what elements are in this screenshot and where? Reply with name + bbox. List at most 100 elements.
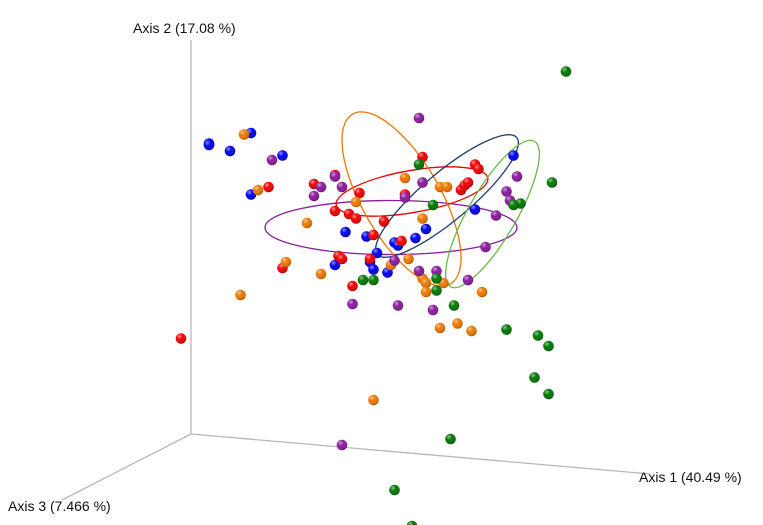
- data-point: [238, 129, 250, 140]
- data-point-highlight: [543, 388, 554, 400]
- data-point: [417, 177, 428, 188]
- data-point-highlight: [434, 322, 446, 334]
- data-point-highlight: [490, 210, 502, 221]
- confidence-ellipse: [444, 139, 541, 289]
- data-point-highlight: [224, 145, 236, 157]
- data-point-highlight: [441, 181, 453, 193]
- data-point: [392, 300, 404, 311]
- data-point: [336, 253, 348, 265]
- data-point: [329, 205, 341, 217]
- data-point-highlight: [546, 177, 558, 188]
- data-point-highlight: [420, 223, 432, 235]
- data-point: [508, 199, 519, 211]
- data-point: [368, 264, 379, 275]
- data-point-highlight: [350, 196, 362, 208]
- data-point-highlight: [413, 159, 425, 170]
- data-point: [431, 265, 442, 277]
- data-point-highlight: [392, 300, 404, 311]
- data-point: [347, 280, 358, 292]
- data-point-highlight: [336, 181, 348, 193]
- data-point: [357, 274, 369, 286]
- data-point: [473, 163, 484, 175]
- data-point-highlight: [473, 163, 484, 175]
- data-point: [347, 298, 358, 310]
- data-point-highlight: [315, 268, 327, 280]
- data-point-highlight: [529, 372, 540, 383]
- data-point-highlight: [420, 286, 432, 298]
- data-point: [399, 192, 411, 203]
- data-point-highlight: [175, 333, 187, 344]
- data-point: [543, 388, 554, 400]
- data-point-highlight: [480, 241, 491, 253]
- data-point: [420, 286, 432, 298]
- data-point: [224, 145, 236, 157]
- data-point-highlight: [263, 181, 274, 193]
- data-point-highlight: [511, 171, 523, 182]
- data-point: [315, 268, 327, 280]
- data-point-highlight: [378, 216, 390, 227]
- data-point-highlight: [452, 318, 463, 329]
- data-point: [532, 330, 544, 341]
- data-point: [462, 177, 474, 188]
- data-point-highlight: [364, 253, 376, 265]
- data-point-highlight: [448, 300, 460, 311]
- data-point: [469, 204, 481, 215]
- data-point-highlight: [329, 259, 341, 271]
- data-point: [427, 304, 439, 316]
- data-point: [448, 300, 460, 311]
- data-point-highlight: [336, 439, 348, 451]
- data-point: [263, 181, 274, 193]
- data-point-highlight: [427, 304, 439, 316]
- data-point: [378, 216, 390, 227]
- data-point: [403, 253, 414, 265]
- data-point: [445, 433, 456, 445]
- data-point: [413, 159, 425, 170]
- data-point: [480, 241, 491, 253]
- data-point: [280, 256, 292, 268]
- data-point-highlight: [340, 226, 351, 238]
- data-point: [501, 324, 512, 335]
- data-point-highlight: [476, 286, 488, 298]
- data-point-highlight: [350, 213, 362, 224]
- data-point-highlight: [396, 235, 407, 247]
- data-point-highlight: [508, 199, 519, 211]
- data-point-highlight: [543, 340, 554, 352]
- data-point-highlight: [501, 324, 512, 335]
- data-point-highlight: [368, 274, 379, 286]
- data-point-highlight: [403, 253, 414, 265]
- data-point: [476, 286, 488, 298]
- data-point: [417, 213, 428, 224]
- data-point: [389, 255, 400, 266]
- data-point: [371, 247, 383, 259]
- data-point: [560, 66, 572, 77]
- data-point-highlight: [357, 274, 369, 286]
- data-point: [543, 340, 554, 352]
- data-point-highlight: [368, 264, 379, 275]
- data-point: [508, 150, 519, 161]
- data-point-highlight: [347, 280, 358, 292]
- data-point: [336, 439, 348, 451]
- data-point-highlight: [280, 256, 292, 268]
- data-point-highlight: [413, 265, 425, 277]
- data-point: [420, 277, 432, 289]
- data-point: [329, 259, 341, 271]
- data-point-highlight: [301, 217, 313, 229]
- data-point-highlight: [466, 325, 477, 337]
- data-point-highlight: [336, 253, 348, 265]
- data-point: [529, 372, 540, 383]
- data-point: [511, 171, 523, 182]
- data-point: [252, 184, 264, 196]
- confidence-ellipse: [264, 199, 518, 256]
- data-point: [406, 520, 418, 525]
- data-point: [490, 210, 502, 221]
- data-point-highlight: [368, 229, 379, 241]
- data-point: [410, 232, 421, 244]
- data-point: [396, 235, 407, 247]
- axis-1-line: [190, 433, 651, 475]
- data-point: [413, 265, 425, 277]
- data-point-highlight: [560, 66, 572, 77]
- data-point: [389, 484, 400, 496]
- data-point: [336, 181, 348, 193]
- data-point: [462, 274, 474, 286]
- data-point-highlight: [329, 171, 341, 182]
